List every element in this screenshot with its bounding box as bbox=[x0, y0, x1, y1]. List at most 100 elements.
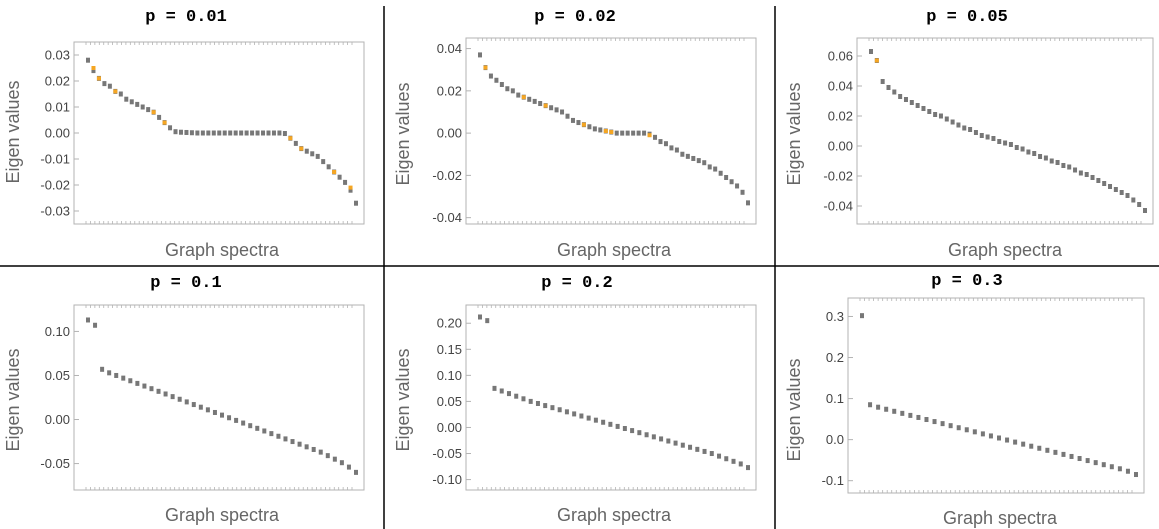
y-tick-label: 0.3 bbox=[826, 309, 844, 324]
data-point bbox=[516, 92, 521, 98]
highlight-point bbox=[288, 136, 293, 141]
y-axis-label: Eigen values bbox=[393, 82, 413, 185]
data-point bbox=[310, 151, 315, 157]
data-point bbox=[1032, 151, 1037, 156]
data-point bbox=[142, 383, 147, 389]
y-tick-label: -0.10 bbox=[432, 472, 462, 487]
data-point bbox=[1038, 154, 1043, 159]
data-point bbox=[1085, 458, 1090, 464]
data-point bbox=[938, 113, 943, 119]
data-point bbox=[538, 101, 543, 107]
data-point bbox=[740, 189, 745, 195]
data-point bbox=[892, 408, 897, 414]
data-point bbox=[570, 117, 575, 123]
y-axis-label: Eigen values bbox=[3, 348, 23, 451]
data-point bbox=[157, 114, 162, 120]
y-tick-label: 0.10 bbox=[437, 368, 462, 383]
data-point bbox=[191, 402, 196, 408]
data-point bbox=[528, 398, 533, 404]
chart-title: p = 0.05 bbox=[926, 8, 1008, 27]
data-point bbox=[724, 456, 729, 462]
data-point bbox=[738, 461, 743, 467]
data-point bbox=[644, 432, 649, 438]
data-point bbox=[532, 98, 537, 104]
y-tick-label: 0.00 bbox=[45, 126, 70, 141]
data-point bbox=[233, 130, 238, 136]
data-point bbox=[543, 403, 548, 409]
data-point bbox=[1003, 140, 1008, 146]
data-point bbox=[255, 130, 260, 136]
y-tick-label: 0.05 bbox=[437, 394, 462, 409]
y-tick-label: 0.00 bbox=[437, 420, 462, 435]
data-point bbox=[492, 385, 497, 391]
data-point bbox=[86, 57, 90, 63]
data-point bbox=[979, 133, 984, 138]
data-point bbox=[608, 421, 613, 427]
data-points bbox=[478, 52, 750, 206]
data-point bbox=[228, 130, 233, 136]
data-point bbox=[1108, 184, 1113, 189]
chart-panel-p-0.05: p = 0.05 Eigen values Graph spectra 0.06… bbox=[784, 8, 1154, 260]
data-point bbox=[277, 130, 282, 136]
x-ticks bbox=[868, 38, 1142, 224]
data-point bbox=[1073, 167, 1078, 173]
data-point bbox=[724, 175, 729, 180]
data-point bbox=[909, 100, 914, 105]
data-point bbox=[269, 431, 274, 437]
data-point bbox=[184, 399, 189, 405]
data-point bbox=[86, 317, 90, 323]
chart-title: p = 0.1 bbox=[150, 274, 221, 293]
data-point bbox=[478, 314, 482, 320]
chart-panel-p-0.3: p = 0.3 Eigen values Graph spectra 0.30.… bbox=[784, 272, 1145, 528]
data-point bbox=[876, 404, 881, 410]
data-point bbox=[1045, 447, 1050, 453]
data-point bbox=[707, 164, 712, 170]
data-point bbox=[282, 131, 287, 137]
y-tick-label: 0.02 bbox=[828, 109, 853, 124]
data-point bbox=[244, 130, 249, 136]
data-point bbox=[614, 130, 619, 136]
data-point bbox=[869, 49, 873, 54]
data-point bbox=[658, 139, 663, 145]
data-point bbox=[156, 388, 161, 394]
y-tick-label: 0.05 bbox=[45, 368, 70, 383]
x-ticks bbox=[477, 305, 745, 490]
data-point bbox=[997, 435, 1001, 441]
data-point bbox=[354, 469, 358, 475]
data-points bbox=[869, 49, 1147, 213]
data-point bbox=[114, 372, 119, 378]
data-point bbox=[615, 423, 620, 429]
data-point bbox=[173, 129, 178, 135]
data-point bbox=[666, 438, 671, 444]
data-point bbox=[735, 183, 740, 189]
data-point bbox=[997, 139, 1002, 144]
data-point bbox=[868, 402, 873, 408]
data-point bbox=[128, 378, 133, 384]
data-point bbox=[118, 91, 123, 97]
y-tick-label: -0.04 bbox=[823, 199, 853, 214]
plot-frame bbox=[847, 297, 1145, 494]
data-point bbox=[227, 415, 232, 421]
data-point bbox=[121, 375, 126, 381]
data-point bbox=[579, 413, 584, 419]
data-point bbox=[653, 134, 658, 140]
data-point bbox=[948, 423, 953, 429]
data-point bbox=[964, 427, 969, 433]
y-ticks: 0.10 0.05 0.00 -0.05 bbox=[40, 324, 79, 471]
chart-title: p = 0.3 bbox=[931, 272, 1002, 291]
data-point bbox=[933, 112, 938, 117]
data-points bbox=[478, 314, 750, 471]
data-point bbox=[1008, 142, 1013, 147]
data-point bbox=[325, 453, 330, 459]
data-point bbox=[315, 153, 320, 159]
highlight-point bbox=[874, 58, 879, 63]
data-point bbox=[674, 147, 679, 153]
data-point bbox=[1093, 460, 1098, 466]
highlight-point bbox=[96, 76, 101, 81]
y-tick-label: 0.10 bbox=[45, 324, 70, 339]
x-ticks bbox=[85, 42, 353, 224]
data-point bbox=[717, 453, 722, 459]
data-point bbox=[478, 52, 482, 58]
highlight-point bbox=[162, 120, 167, 125]
data-point bbox=[642, 130, 647, 136]
